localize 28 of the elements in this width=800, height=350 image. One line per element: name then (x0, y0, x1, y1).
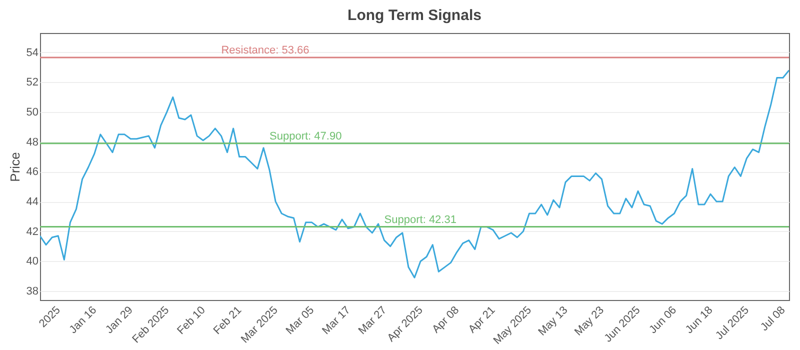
y-tick-label: 54 (26, 46, 38, 59)
x-tick-label: Mar 17 (320, 304, 353, 337)
y-tick-label: 40 (26, 256, 38, 268)
line-series (40, 70, 789, 278)
chart-title: Long Term Signals (348, 7, 482, 24)
ref-line-label: Support: 47.90 (270, 130, 342, 142)
x-tick-label: Apr 21 (466, 304, 498, 336)
x-tick-label: Jul 08 (758, 304, 788, 334)
y-tick-label: 42 (26, 226, 38, 238)
x-tick-label: Jun 06 (647, 304, 679, 336)
x-tick-label: Jan 16 (67, 304, 100, 336)
y-tick-label: 52 (26, 76, 38, 89)
y-axis-title: Price (7, 152, 22, 182)
x-tick-label: Feb 10 (175, 304, 208, 337)
y-tick-label: 48 (26, 136, 38, 148)
x-tick-label: May 23 (572, 304, 606, 338)
y-tick-label: 38 (26, 286, 38, 298)
x-tick-label: May 13 (536, 304, 570, 338)
x-tick-label: Jun 18 (683, 304, 716, 336)
y-tick-label: 50 (26, 106, 38, 119)
y-tick-label: 46 (26, 166, 38, 178)
ref-line-label: Support: 42.31 (384, 214, 456, 226)
ref-line-label: Resistance: 53.66 (221, 44, 310, 56)
x-tick-label: Mar 27 (356, 304, 390, 337)
x-tick-label: Mar 05 (284, 304, 317, 337)
y-tick-label: 44 (26, 196, 38, 208)
x-tick-label: Apr 08 (430, 304, 462, 336)
x-tick-label: Feb 21 (211, 304, 244, 337)
